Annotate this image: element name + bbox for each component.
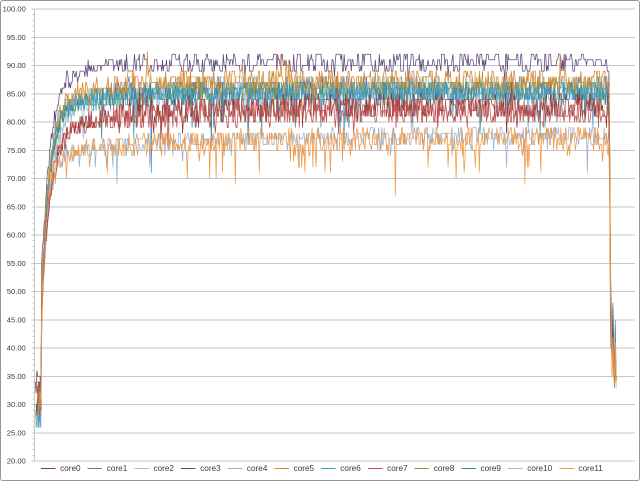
svg-text:60.00: 60.00 [7, 231, 26, 240]
svg-text:core6: core6 [340, 464, 361, 473]
svg-text:core8: core8 [434, 464, 455, 473]
svg-text:core9: core9 [481, 464, 502, 473]
svg-text:core3: core3 [200, 464, 221, 473]
svg-text:65.00: 65.00 [7, 202, 26, 211]
svg-text:35.00: 35.00 [7, 372, 26, 381]
svg-text:core1: core1 [107, 464, 128, 473]
svg-text:25.00: 25.00 [7, 428, 26, 437]
svg-text:45.00: 45.00 [7, 315, 26, 324]
svg-text:core4: core4 [247, 464, 268, 473]
svg-text:90.00: 90.00 [7, 61, 26, 70]
svg-text:80.00: 80.00 [7, 118, 26, 127]
svg-text:20.00: 20.00 [7, 457, 26, 466]
svg-text:50.00: 50.00 [7, 287, 26, 296]
svg-text:70.00: 70.00 [7, 174, 26, 183]
svg-text:95.00: 95.00 [7, 33, 26, 42]
svg-text:100.00: 100.00 [3, 5, 26, 14]
svg-text:core7: core7 [387, 464, 408, 473]
svg-text:core2: core2 [154, 464, 175, 473]
svg-text:40.00: 40.00 [7, 344, 26, 353]
svg-text:55.00: 55.00 [7, 259, 26, 268]
svg-text:core5: core5 [294, 464, 315, 473]
svg-text:core10: core10 [527, 464, 552, 473]
svg-text:core0: core0 [60, 464, 81, 473]
svg-text:core11: core11 [578, 464, 603, 473]
svg-text:85.00: 85.00 [7, 89, 26, 98]
svg-text:30.00: 30.00 [7, 400, 26, 409]
svg-text:75.00: 75.00 [7, 146, 26, 155]
